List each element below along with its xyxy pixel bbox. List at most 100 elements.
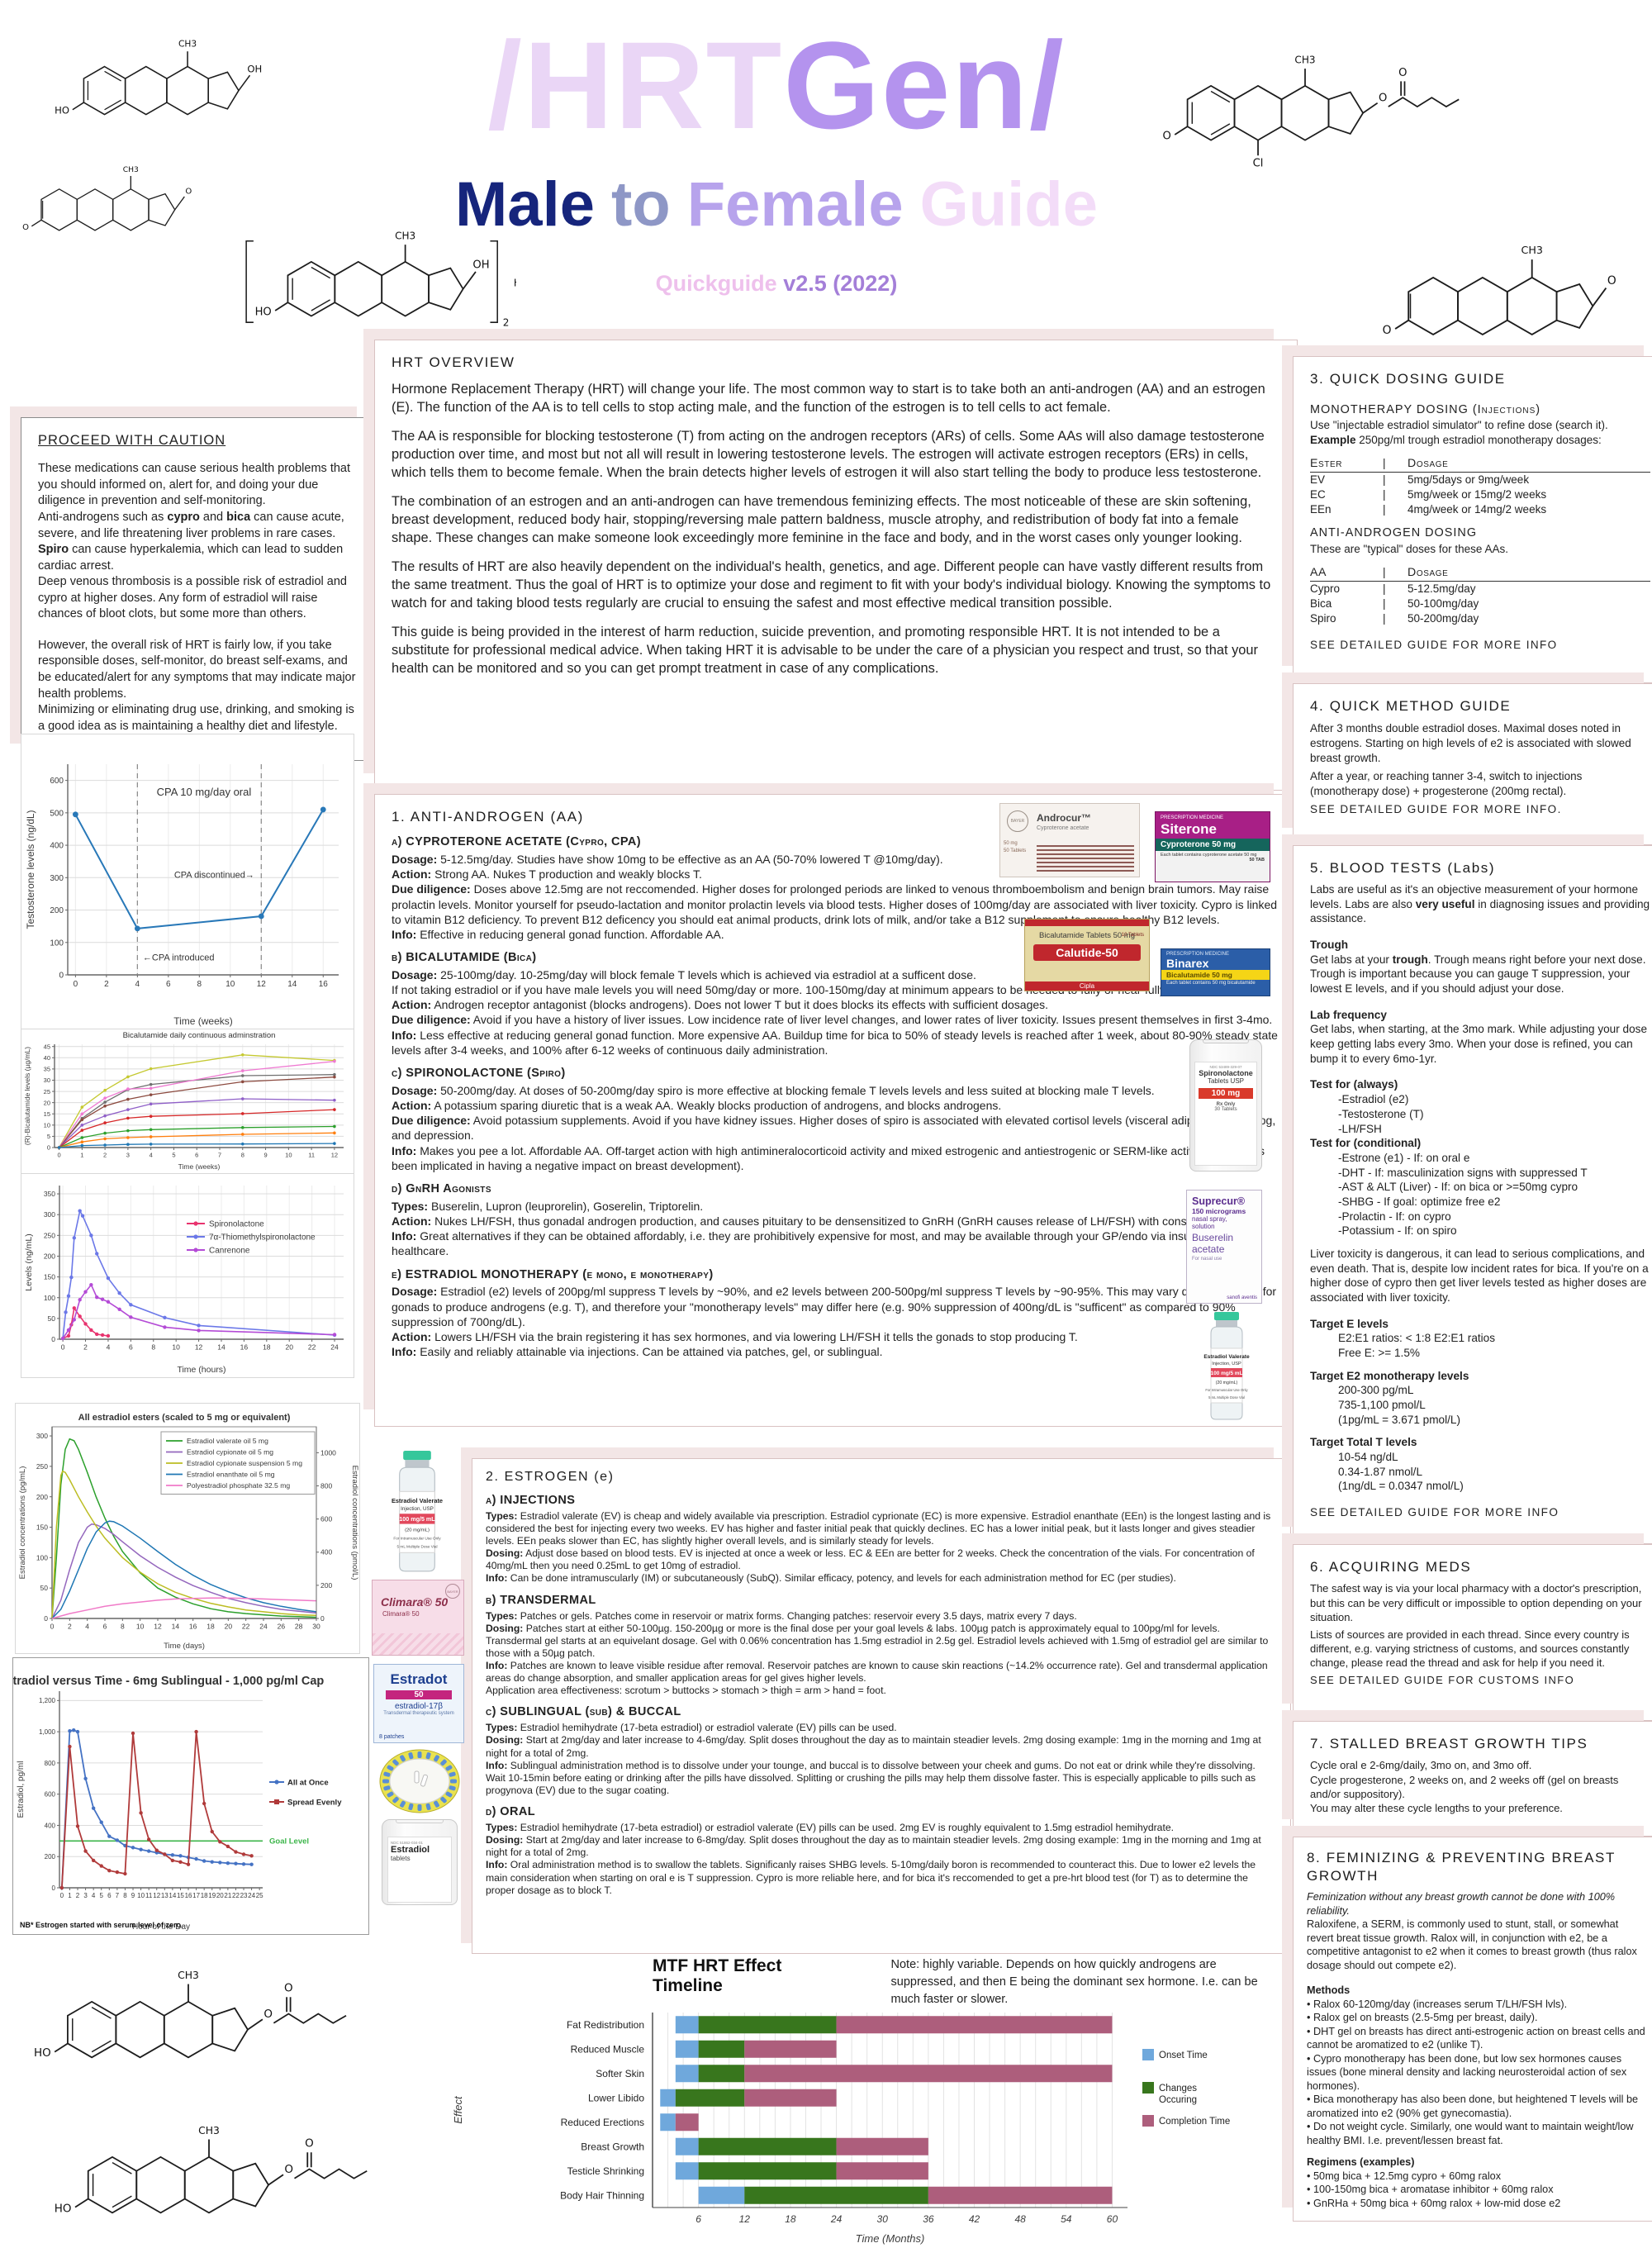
svg-text:42: 42 <box>969 2213 980 2225</box>
svg-text:1,200: 1,200 <box>39 1697 56 1704</box>
svg-text:250: 250 <box>44 1231 55 1239</box>
section-heading: 3. QUICK DOSING GUIDE <box>1310 371 1506 387</box>
svg-text:CH3: CH3 <box>1521 244 1543 256</box>
binarex-tag: PRESCRIPTION MEDICINE <box>1166 952 1230 957</box>
table-row: Cypro | 5-12.5mg/day <box>1310 582 1650 596</box>
estradiol-ester-structure-1: CH3 HO O O <box>23 1943 354 2096</box>
section-line: • Cypro monotherapy has been done, but l… <box>1307 2052 1627 2092</box>
table-cell: Bica <box>1310 596 1332 610</box>
section-line: Labs are useful as it's an objective mea… <box>1310 883 1650 925</box>
page-title: /HRTGen/ <box>463 23 1090 147</box>
svg-text:100: 100 <box>36 1553 48 1561</box>
svg-text:For Intramuscular Use Only: For Intramuscular Use Only <box>393 1537 441 1541</box>
svg-text:Canrenone: Canrenone <box>209 1247 250 1256</box>
svg-text:2: 2 <box>103 1152 107 1159</box>
svg-text:16: 16 <box>240 1343 249 1352</box>
svg-text:CH3: CH3 <box>178 1970 199 1981</box>
estradiol-valerate-vial: Estradiol Valerate Injection, USP 100 mg/5… <box>1199 1312 1254 1421</box>
svg-text:Estradiol valerate oil 5 mg: Estradiol valerate oil 5 mg <box>187 1437 268 1445</box>
item-line: Action: Lowers LH/FSH via the brain regi… <box>392 1330 1078 1343</box>
svg-text:1,000: 1,000 <box>39 1728 56 1736</box>
svg-text:14: 14 <box>287 980 297 989</box>
svg-text:Injection, USP: Injection, USP <box>1212 1362 1241 1366</box>
svg-text:0: 0 <box>59 972 64 981</box>
svg-text:0: 0 <box>61 1343 65 1352</box>
svg-text:10: 10 <box>172 1343 180 1352</box>
section-line: -Testosterone (T) <box>1338 1107 1424 1120</box>
svg-text:Polyestradiol phosphate 32.5 m: Polyestradiol phosphate 32.5 mg <box>187 1481 290 1490</box>
svg-text:OH: OH <box>472 259 489 272</box>
svg-text:O: O <box>284 1982 293 1995</box>
item-heading: c) SPIRONOLACTONE (Spiro) <box>392 1067 566 1081</box>
estradot-sub: estradiol-17β <box>394 1702 443 1711</box>
calutide-package: Bicalutamide Tablets 50 mg Calutide-50 1… <box>1024 919 1150 991</box>
section-line: Target Total T levels <box>1310 1436 1417 1449</box>
estradiol-sub: tablets <box>391 1855 411 1862</box>
svg-text:16: 16 <box>189 1623 197 1631</box>
calutide-top-strip <box>1025 920 1149 926</box>
svg-text:5: 5 <box>172 1152 175 1159</box>
svg-text:30: 30 <box>877 2213 889 2225</box>
item-line: Info: Great alternatives if they can be … <box>392 1229 1253 1258</box>
item-line: Info: Less effective at reducing general… <box>392 1028 1278 1057</box>
section-line: Get labs at your trough. Trough means ri… <box>1310 953 1646 996</box>
calutide-brand: Calutide-50 <box>1033 944 1141 961</box>
climara-brand: Climara® 50 <box>381 1595 449 1609</box>
caution-paragraph: Deep venous thrombosis is a possible ris… <box>38 575 347 621</box>
estradot-note: Transdermal therapeutic system <box>383 1711 454 1716</box>
svg-text:8: 8 <box>197 980 202 989</box>
estradot-count: 8 patches <box>379 1734 405 1740</box>
section-line: Test for (always) <box>1310 1078 1398 1091</box>
svg-text:0: 0 <box>44 1614 48 1623</box>
section-line: Cycle progesterone, 2 weeks on, and 2 we… <box>1310 1773 1619 1800</box>
section-line: • GnRHa + 50mg bica + 60mg ralox + low-m… <box>1307 2197 1561 2209</box>
svg-text:2: 2 <box>104 980 109 989</box>
table-row: Bica | 50-100mg/day <box>1310 596 1650 611</box>
svg-text:400: 400 <box>45 1822 56 1829</box>
svg-text:Time (weeks): Time (weeks) <box>173 1015 233 1027</box>
item-line: Due diligence: Doses above 12.5mg are no… <box>392 882 1278 926</box>
svg-text:2: 2 <box>76 1892 80 1899</box>
svg-text:25: 25 <box>256 1892 263 1899</box>
svg-text:Estradiol Valerate: Estradiol Valerate <box>392 1497 443 1504</box>
caution-paragraph: However, the overall risk of HRT is fair… <box>38 638 356 701</box>
section2-title: 2. ESTROGEN (e) <box>486 1470 615 1484</box>
suprecur-package: Suprecur® 150 micrograms nasal spray, sol… <box>1186 1190 1262 1304</box>
svg-text:12: 12 <box>331 1152 338 1159</box>
item-heading: d) GnRH Agonists <box>392 1182 491 1195</box>
siterone-package: PRESCRIPTION MEDICINE Siterone Cyprotero… <box>1155 811 1270 882</box>
svg-text:0: 0 <box>52 1884 56 1892</box>
svg-text:5 mL Multiple Dose Vial: 5 mL Multiple Dose Vial <box>1208 1395 1245 1400</box>
svg-text:Testicle Shrinking: Testicle Shrinking <box>567 2165 644 2177</box>
section-line: -AST & ALT (Liver) - If: on bica or >=50… <box>1338 1181 1578 1194</box>
binarex-sub: Bicalutamide 50 mg <box>1161 970 1270 980</box>
svg-text:Levels (ng/mL): Levels (ng/mL) <box>24 1233 34 1290</box>
section1-items: a) CYPROTERONE ACETATE (Cypro, CPA) Dosag… <box>392 834 1280 1359</box>
svg-text:For Intramuscular Use Only: For Intramuscular Use Only <box>1205 1388 1248 1392</box>
svg-text:10: 10 <box>136 1623 145 1631</box>
svg-text:H₂O: H₂O <box>514 277 516 288</box>
svg-text:16: 16 <box>319 980 329 989</box>
androcur-brand: Androcur™ <box>1037 812 1091 824</box>
item-heading: b) BICALUTAMIDE (Bica) <box>392 951 537 965</box>
table-row: EC | 5mg/week or 15mg/2 weeks <box>1310 487 1650 502</box>
table-cell: EC <box>1310 488 1326 501</box>
svg-text:Body Hair Thinning: Body Hair Thinning <box>560 2189 644 2201</box>
overview-title: HRT OVERVIEW <box>392 354 515 370</box>
section-line: -SHBG - If goal: optimize free e2 <box>1338 1195 1501 1208</box>
estradot-dose: 50 <box>386 1690 452 1699</box>
table-cell: Ester <box>1310 456 1383 473</box>
svg-text:30: 30 <box>44 1076 50 1084</box>
section-line: 735-1,100 pmol/L <box>1338 1398 1426 1411</box>
svg-text:8: 8 <box>151 1343 155 1352</box>
section-line: These are "typical" doses for these AAs. <box>1310 542 1508 555</box>
chart-spironolactone: 0 2 4 6 8 10 12 14 16 18 20 22 24 0 50 100 150 200 250 300 3… <box>21 1173 354 1378</box>
section-line: • Do not weight cycle. Similarly, one wo… <box>1307 2121 1634 2146</box>
svg-text:Testosterone levels (ng/dL): Testosterone levels (ng/dL) <box>25 810 36 929</box>
svg-text:7α-Thiomethylspironolactone: 7α-Thiomethylspironolactone <box>209 1233 316 1243</box>
section1-title: 1. ANTI-ANDROGEN (AA) <box>392 809 584 825</box>
table-cell: EV <box>1310 473 1326 487</box>
svg-text:Changes: Changes <box>1159 2084 1197 2094</box>
item-heading: e) ESTRADIOL MONOTHERAPY (e mono, e mono… <box>392 1267 714 1281</box>
